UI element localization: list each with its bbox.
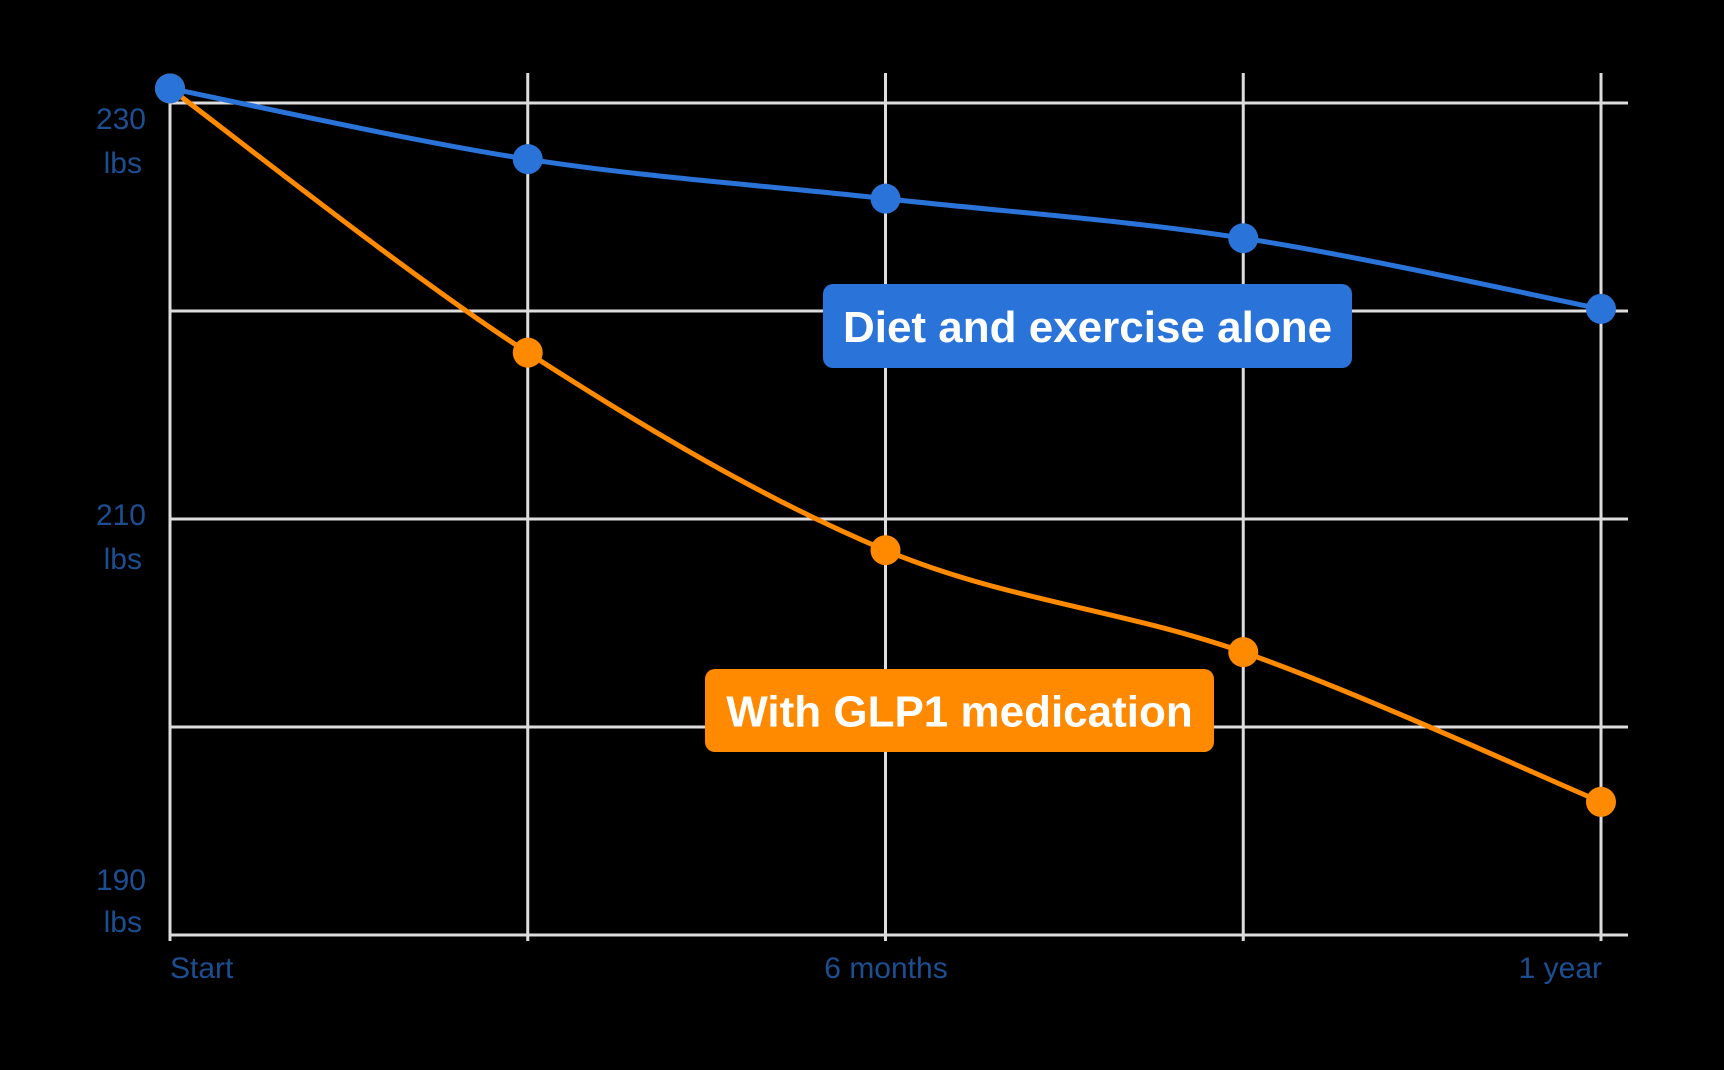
data-point-0 — [512, 144, 543, 175]
data-point-1 — [1586, 786, 1616, 817]
y-tick-unit: lbs — [104, 543, 142, 576]
series-label-box — [823, 284, 1352, 368]
data-point-1 — [1228, 637, 1259, 668]
y-tick-label: 210 — [96, 499, 146, 532]
series-label-box — [705, 669, 1214, 752]
data-point-0 — [1228, 223, 1259, 254]
x-tick-label: 6 months — [824, 952, 947, 985]
data-point-1 — [512, 337, 543, 368]
data-point-1 — [870, 535, 901, 566]
series-lines — [155, 73, 1616, 817]
y-tick-unit: lbs — [104, 906, 142, 939]
x-tick-label: Start — [170, 952, 234, 985]
series-labels: Diet and exercise alone With GLP1 medicat… — [705, 284, 1352, 752]
y-tick-label: 190 — [96, 864, 146, 897]
x-tick-label: 1 year — [1519, 952, 1602, 985]
data-point-0 — [1586, 293, 1616, 324]
series-label: With GLP1 medication — [726, 688, 1193, 737]
data-point-0 — [155, 73, 185, 104]
y-tick-unit: lbs — [104, 147, 142, 180]
axis-ticks: 230 lbs 210 lbs 190 lbs Start 6 months 1 year — [96, 103, 1602, 985]
series-label: Diet and exercise alone — [843, 303, 1332, 352]
y-tick-label: 230 — [96, 103, 146, 136]
data-point-0 — [870, 183, 901, 214]
